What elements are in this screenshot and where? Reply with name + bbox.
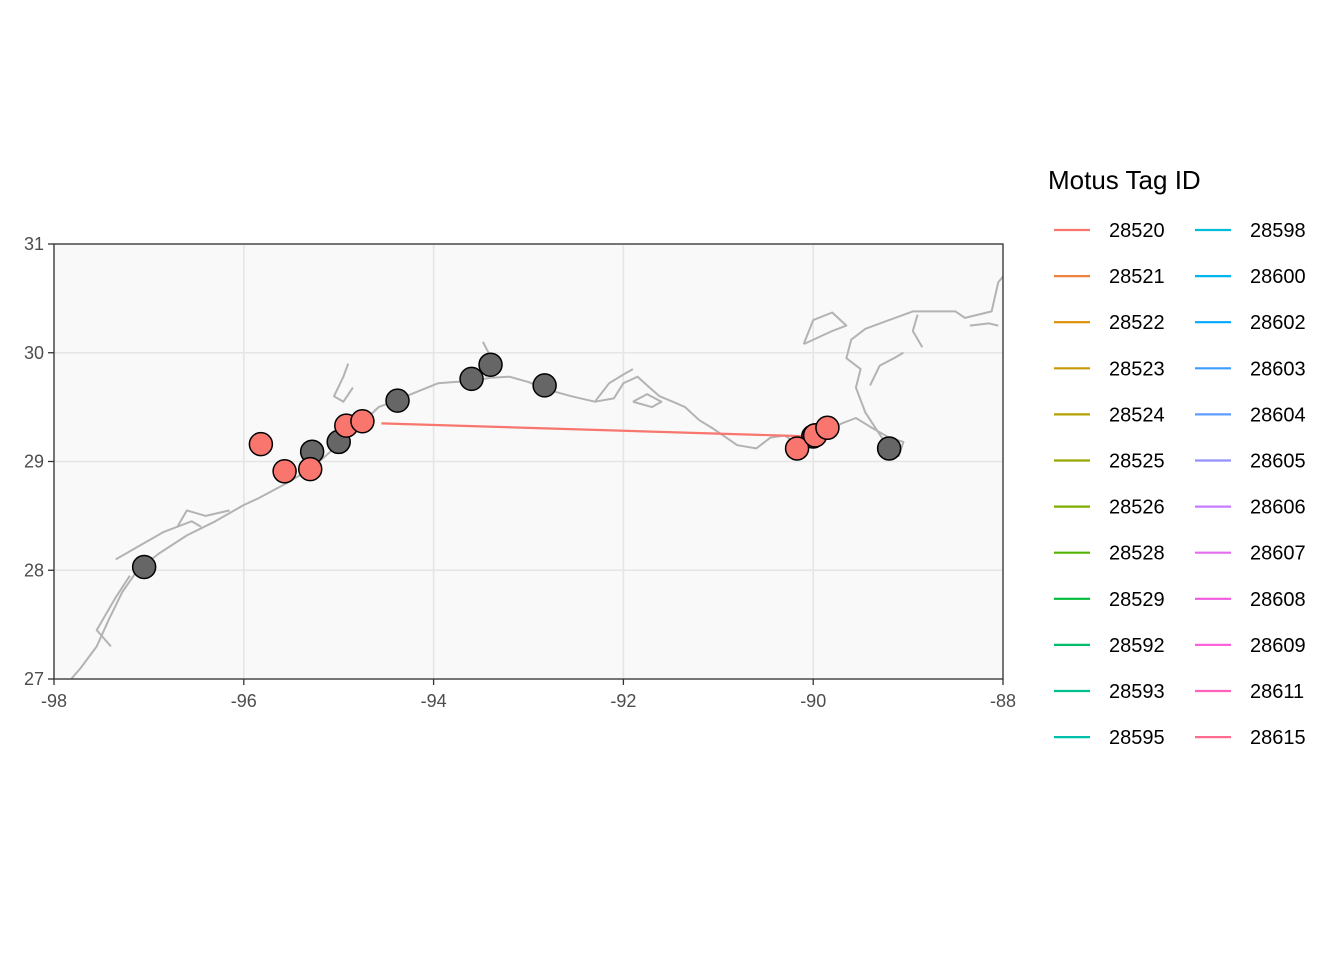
legend-label-28593: 28593 — [1109, 681, 1165, 703]
legend-label-28525: 28525 — [1109, 451, 1165, 473]
legend-label-28595: 28595 — [1109, 727, 1165, 749]
coastline-inlet — [176, 509, 230, 528]
station-point — [459, 366, 484, 392]
tag-detections — [248, 409, 840, 484]
detection-point — [248, 431, 274, 457]
legend-label-28608: 28608 — [1250, 589, 1306, 611]
legend-label-28609: 28609 — [1250, 635, 1306, 657]
legend-label-28604: 28604 — [1250, 404, 1306, 426]
legend-label-28600: 28600 — [1250, 266, 1306, 288]
legend-label-28521: 28521 — [1109, 266, 1165, 288]
y-tick-label: 27 — [24, 669, 44, 689]
legend-label-28520: 28520 — [1109, 220, 1165, 242]
legend-label-28603: 28603 — [1250, 358, 1306, 380]
coastline-inlet — [802, 311, 848, 346]
y-tick-label: 28 — [24, 560, 44, 580]
detection-point — [297, 456, 323, 482]
detection-point — [784, 436, 810, 461]
legend-label-28611: 28611 — [1250, 681, 1304, 703]
axes: -98 -96 -94 -92 -90 -88 27 28 29 30 31 — [24, 234, 1016, 711]
coastline-inlet — [594, 368, 634, 403]
legend-label-28602: 28602 — [1250, 312, 1306, 334]
legend-label-28529: 28529 — [1109, 589, 1165, 611]
legend-label-28592: 28592 — [1109, 635, 1165, 657]
station-point — [532, 373, 557, 398]
x-tick-label: -96 — [231, 691, 257, 711]
station-point — [131, 554, 157, 580]
x-tick-label: -88 — [990, 691, 1016, 711]
station-point — [478, 352, 503, 377]
station-point — [876, 436, 902, 461]
legend-label-28523: 28523 — [1109, 358, 1165, 380]
tag-track — [381, 422, 814, 438]
coastline-inlet — [911, 314, 924, 348]
coastline-inlet — [869, 351, 904, 386]
legend-label-28526: 28526 — [1109, 497, 1165, 519]
x-tick-label: -90 — [800, 691, 826, 711]
track-line-28520 — [381, 422, 814, 438]
legend-label-28615: 28615 — [1250, 727, 1306, 749]
legend-title: Motus Tag ID — [1048, 165, 1201, 195]
legend-label-28522: 28522 — [1109, 312, 1165, 334]
legend-label-28606: 28606 — [1250, 497, 1306, 519]
coastline-inlet — [115, 520, 202, 561]
coastline-inlet — [632, 393, 663, 409]
legend-label-28524: 28524 — [1109, 404, 1165, 426]
y-tick-label: 29 — [24, 452, 44, 472]
detection-point — [350, 409, 375, 434]
legend-label-28598: 28598 — [1250, 220, 1306, 242]
legend-label-28605: 28605 — [1250, 451, 1306, 473]
legend: Motus Tag ID 28520 28521 28522 28523 28524 28… — [1048, 165, 1306, 749]
x-tick-label: -98 — [41, 691, 67, 711]
coastline-inlet — [95, 575, 131, 648]
y-tick-label: 30 — [24, 343, 44, 363]
x-tick-label: -94 — [421, 691, 447, 711]
x-tick-label: -92 — [610, 691, 636, 711]
detection-point — [272, 459, 297, 484]
y-tick-label: 31 — [24, 234, 44, 254]
station-point — [385, 388, 410, 413]
legend-label-28607: 28607 — [1250, 543, 1306, 565]
detection-point — [815, 415, 840, 441]
legend-label-28528: 28528 — [1109, 543, 1165, 565]
coastline-inlet — [969, 322, 999, 327]
coastline-inlet — [333, 363, 354, 403]
